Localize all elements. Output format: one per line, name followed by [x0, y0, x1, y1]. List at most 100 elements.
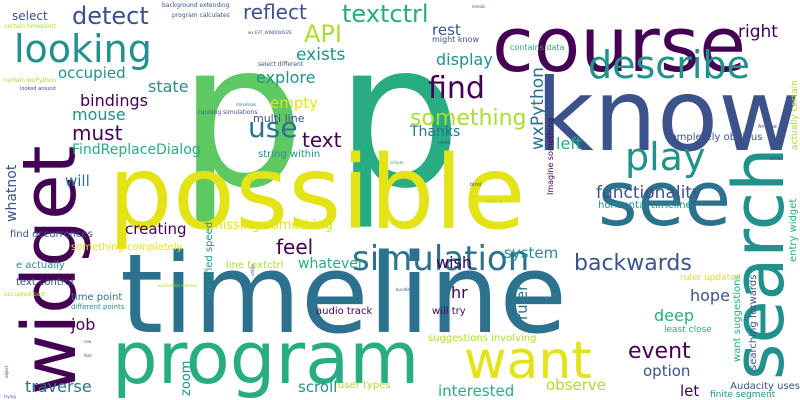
word-select: select [12, 9, 48, 23]
word-left: left [556, 134, 582, 153]
word-use: use [248, 111, 298, 144]
word-scroll: scroll [298, 378, 337, 396]
word-empty: empty [270, 94, 318, 112]
word-find: find [428, 71, 485, 106]
word-emails: emails [472, 4, 485, 9]
word-let: let [680, 382, 699, 400]
word-missing-something: missing something [210, 218, 333, 233]
word-simple: simple [390, 160, 404, 165]
word-font: font [84, 353, 92, 358]
word-right: right [738, 22, 778, 42]
word-mouse: mouse [72, 105, 126, 124]
word-play: play [625, 135, 705, 179]
word-multi-line: multi line [253, 112, 305, 125]
word-must: must [72, 121, 123, 145]
word-state: state [148, 77, 189, 96]
word-time-point: time point [71, 292, 122, 303]
word-want-suggestions: want suggestions [732, 274, 743, 362]
word-object: object [4, 365, 9, 378]
word-e-actually: e actually [16, 260, 65, 271]
word-least-close: least close [664, 325, 712, 335]
word-functionality: functionality [596, 183, 702, 203]
word-background-extending: background extending [162, 2, 230, 9]
word-bind: bind [470, 182, 481, 188]
word-looked-around: looked around [20, 86, 56, 92]
word-observe: observe [546, 376, 606, 394]
word-timeline: timeline [120, 230, 567, 358]
word-running-simulations: running simulations [198, 109, 257, 116]
word-p-1: p [178, 0, 305, 233]
word-program-calculates: program calculates [172, 12, 230, 19]
word-hope: hope [690, 286, 730, 305]
word-rest: rest [432, 21, 461, 39]
word-textctrl: textctrl [342, 0, 429, 28]
word-deep: deep [654, 306, 694, 325]
word-widget: widget [7, 145, 93, 395]
word-occupied: occupied [58, 64, 126, 82]
word-text: text [302, 128, 342, 152]
word-imagine-something: Imagine something [546, 118, 555, 195]
word-program: program [112, 316, 419, 400]
word-reflect: reflect [243, 0, 307, 24]
word-will: will [65, 172, 90, 190]
word-bundle: bundle [396, 287, 410, 292]
word-horizontal-timeline: horizontal timeline [598, 200, 692, 211]
word-minimizes: minimizes [236, 102, 256, 107]
word-user-types: user types [338, 380, 391, 391]
word-anyone: Anyone [758, 124, 777, 130]
word-writing: writing [485, 199, 502, 205]
word-course: course [492, 0, 746, 89]
word-search: search [718, 147, 800, 380]
word-find-occurrences: find occurrences [10, 229, 93, 240]
word-thanks: Thanks [409, 124, 460, 140]
word-occupied-part: occupied part [4, 291, 46, 298]
word-actually-certain: actually certain [790, 80, 800, 150]
word-might-know: might know [432, 35, 479, 44]
word-trying: trying [4, 394, 16, 399]
word-bindings: bindings [80, 91, 148, 110]
word-ruler-updates: ruler updates [680, 273, 741, 283]
word-want: want [464, 331, 592, 391]
word-certain-timepoint: certain timepoint [4, 23, 56, 30]
word-creating: creating [125, 220, 187, 238]
word-line-textctrl: line textctrl [226, 260, 283, 271]
word-describe: describe [588, 43, 750, 87]
word-backwards: backwards [574, 251, 692, 276]
word-audacity-uses: Audacity uses [730, 381, 800, 392]
word-specified-speed: specified speed [204, 222, 215, 300]
word-exists: exists [296, 45, 345, 65]
word-interested: interested [438, 382, 514, 400]
word-different-points: different points [71, 303, 125, 311]
word-job: job [70, 315, 95, 334]
word-ruler: ruler [513, 284, 531, 320]
word-whatever: whatever [298, 256, 364, 272]
word-possible: possible [108, 134, 526, 253]
word-need: need [438, 140, 451, 146]
word-looking: looking [14, 27, 152, 71]
word-findreplacedialog: FindReplaceDialog [72, 142, 201, 158]
word-text-control: text control [16, 277, 74, 288]
word-string-within: string within [258, 149, 320, 160]
word-certain-wxpython: certain wxPython [4, 77, 56, 84]
word-system: system [504, 244, 558, 262]
word-event: event [628, 339, 691, 364]
word-api: API [304, 20, 342, 48]
word-completely-obvious: completely obvious [665, 132, 762, 143]
word-audio-track: audio track [316, 306, 373, 317]
word-select-different: select different [258, 61, 304, 68]
word-know: know [536, 57, 800, 174]
word-explore: explore [256, 68, 316, 87]
word-entry-widget: entry widget [788, 199, 799, 262]
word-finite-segment: finite segment [710, 390, 776, 400]
word-contains-data: contains data [510, 43, 565, 52]
word-hr: hr [451, 283, 468, 302]
word-feel: feel [276, 235, 313, 259]
word-will-try: will try [432, 306, 466, 317]
word-traverse: traverse [25, 377, 92, 396]
word-wx-evt-windowsize: wx EVT_WINDOWSIZE [248, 30, 292, 35]
word-zoom: zoom [179, 361, 194, 396]
word-display: display [436, 50, 493, 69]
word-searching-forwards: searching forwards [748, 275, 759, 370]
word-whatnot: whatnot [4, 164, 20, 222]
